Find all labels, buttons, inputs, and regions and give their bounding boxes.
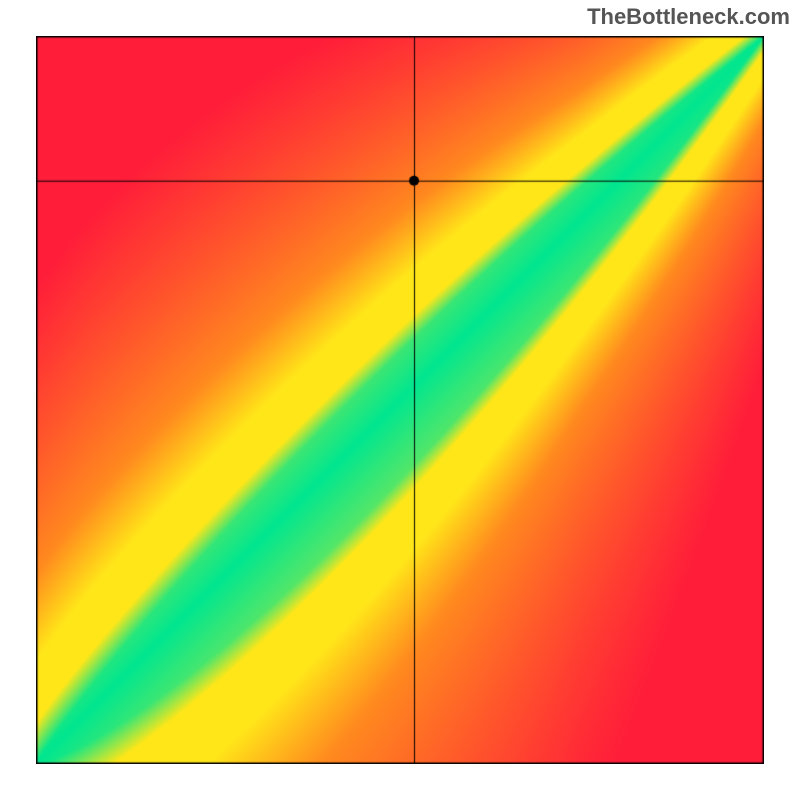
heatmap-canvas <box>36 36 764 764</box>
heatmap-chart <box>36 36 764 764</box>
watermark-text: TheBottleneck.com <box>587 4 790 30</box>
